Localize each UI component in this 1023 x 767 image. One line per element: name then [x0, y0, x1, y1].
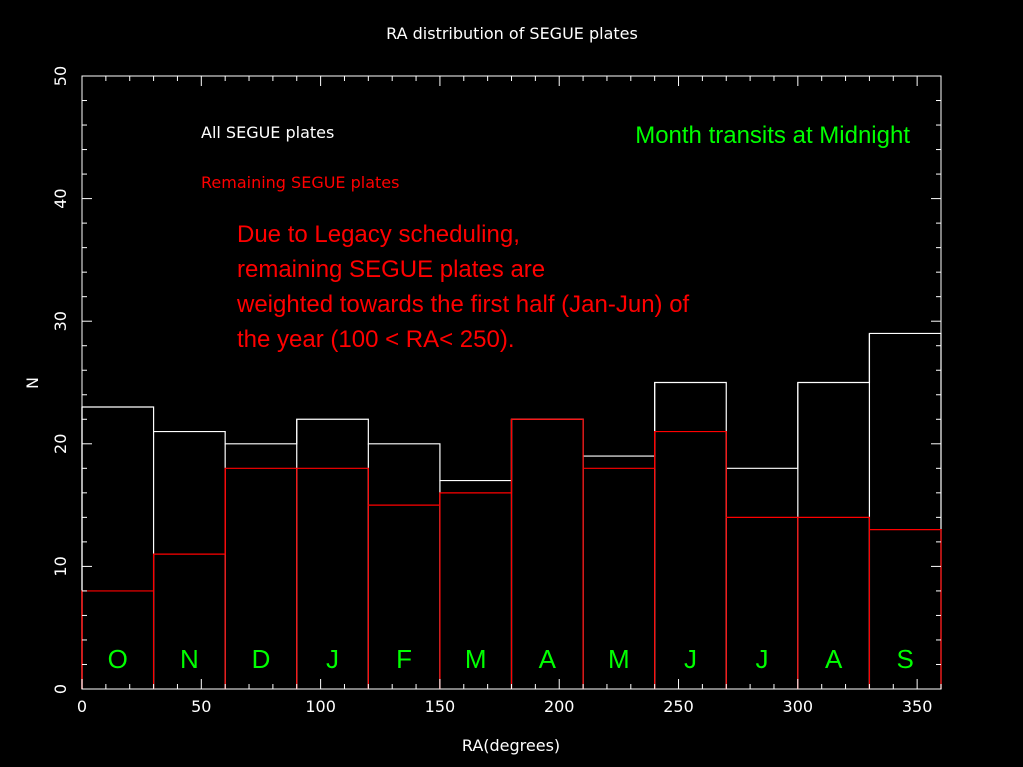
y-tick-label-40: 40	[51, 188, 70, 208]
scheduling-note-line-1: Due to Legacy scheduling,	[237, 221, 520, 248]
month-label-8: J	[684, 644, 697, 674]
month-transit-heading: Month transits at Midnight	[635, 122, 910, 149]
x-axis-label: RA(degrees)	[462, 736, 560, 755]
plot-area: 0 50 100 150 200 250 300 350 0 10 20 30 40 50 O N D J F M A M…	[51, 66, 942, 716]
x-tick-label-350: 350	[902, 697, 933, 716]
month-label-6: A	[539, 644, 557, 674]
legend-entry-remaining-plates: Remaining SEGUE plates	[201, 173, 399, 192]
scheduling-note: Due to Legacy scheduling, remaining SEGU…	[236, 221, 690, 353]
month-label-3: J	[326, 644, 339, 674]
x-tick-label-250: 250	[663, 697, 694, 716]
x-tick-label-150: 150	[425, 697, 456, 716]
month-label-4: F	[396, 644, 412, 674]
y-axis-label: N	[23, 377, 42, 389]
month-label-2: D	[252, 644, 271, 674]
month-label-11: S	[897, 644, 914, 674]
chart-title: RA distribution of SEGUE plates	[386, 24, 638, 43]
scheduling-note-line-2: remaining SEGUE plates are	[237, 256, 545, 283]
y-tick-label-20: 20	[51, 434, 70, 454]
month-label-9: J	[756, 644, 769, 674]
month-label-5: M	[465, 644, 487, 674]
month-label-0: O	[108, 644, 128, 674]
month-label-1: N	[180, 644, 199, 674]
month-label-7: M	[608, 644, 630, 674]
legend-entry-all-plates: All SEGUE plates	[201, 123, 334, 142]
scheduling-note-line-3: weighted towards the first half (Jan-Jun…	[236, 291, 690, 318]
y-tick-label-30: 30	[51, 311, 70, 331]
x-tick-label-300: 300	[783, 697, 814, 716]
y-tick-label-10: 10	[51, 556, 70, 576]
y-tick-label-0: 0	[51, 684, 70, 694]
x-tick-label-200: 200	[544, 697, 575, 716]
scheduling-note-line-4: the year (100 < RA< 250).	[237, 326, 515, 353]
y-tick-label-50: 50	[51, 66, 70, 86]
x-tick-label-50: 50	[191, 697, 211, 716]
x-tick-label-100: 100	[305, 697, 336, 716]
month-label-10: A	[825, 644, 843, 674]
x-tick-label-0: 0	[77, 697, 87, 716]
